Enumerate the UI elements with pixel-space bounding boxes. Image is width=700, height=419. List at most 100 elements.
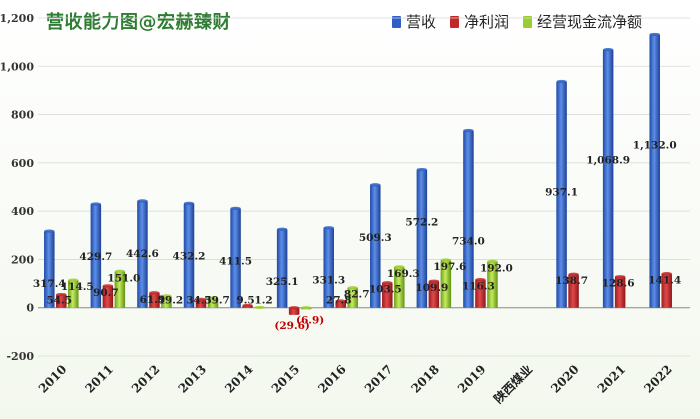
data-label-operating-cash-flow: 1.2 [254,295,272,307]
bar-revenue [276,229,288,308]
data-label-revenue: 937.1 [545,186,578,198]
data-label-operating-cash-flow: 82.7 [344,289,370,301]
bar-net-profit [475,279,486,308]
x-tick-label: 陕西煤业 [491,362,536,407]
bar-net-profit [288,307,300,315]
bar-revenue [137,200,148,308]
x-tick-label: 2019 [455,362,489,396]
legend-item-net-profit: 净利润 [450,11,509,32]
bar-operating-cash-flow [161,295,172,308]
data-label-operating-cash-flow: 151.0 [107,272,140,284]
bar-cap-net-profit [568,272,579,276]
data-label-net-profit: 138.7 [555,275,588,287]
legend-label-net-profit: 净利润 [464,13,510,31]
data-label-revenue: 572.2 [405,217,438,229]
bar-net-profit [102,285,114,308]
bar-net-profit [614,276,626,308]
data-label-net-profit: 54.5 [46,295,72,307]
bar-cap-revenue [416,167,428,172]
data-label-net-profit: 27.8 [326,295,352,307]
data-label-operating-cash-flow: 169.3 [387,268,420,280]
bar-cap-operating-cash-flow [207,296,219,300]
x-tick-label: 2011 [82,362,116,396]
bar-cap-net-profit [614,275,626,279]
bar-revenue [556,81,567,308]
bar-net-profit [335,301,346,308]
legend-label-revenue: 营收 [406,13,437,31]
bar-cap-operating-cash-flow [440,258,452,262]
x-tick-label: 2015 [269,362,303,396]
bar-cap-operating-cash-flow [68,278,79,282]
bar-cap-net-profit [661,271,672,276]
y-tick-label: 1,200 [0,12,34,25]
bar-cap-net-profit [149,291,160,295]
data-label-revenue: 317.4 [33,278,66,290]
data-label-net-profit: 61.9 [140,294,166,306]
bar-revenue [323,227,334,308]
data-label-net-profit: 109.9 [415,282,448,294]
bar-cap-net-profit [102,284,114,288]
data-label-net-profit: (29.6) [274,320,310,332]
bar-cap-operating-cash-flow [161,294,172,298]
data-label-operating-cash-flow: 197.6 [433,261,466,273]
bar-cap-revenue [183,201,195,205]
bar-revenue [416,169,428,308]
bar-cap-net-profit [382,281,393,285]
y-tick-label: 0 [26,302,34,315]
bar-cap-net-profit [195,297,207,301]
bar-operating-cash-flow [440,260,452,308]
x-tick-label: 2022 [641,362,675,396]
data-label-revenue: 509.3 [359,232,392,244]
data-label-operating-cash-flow: (6.9) [296,314,324,326]
x-tick-label: 2021 [595,362,629,396]
x-tick-label: 2017 [362,362,396,396]
bar-cap-net-profit [428,279,440,283]
data-label-revenue: 432.2 [173,250,206,262]
y-tick-label: 1,000 [0,60,34,73]
bar-net-profit [56,294,67,308]
bar-net-profit [149,292,160,308]
data-label-net-profit: 9.5 [236,295,254,307]
bar-cap-operating-cash-flow [254,305,265,310]
data-label-operating-cash-flow: 49.2 [158,295,184,307]
bar-revenue [649,34,660,308]
bar-revenue [230,208,241,308]
bar-cap-revenue [276,227,288,231]
data-label-operating-cash-flow: 39.7 [204,295,230,307]
bar-cap-revenue [602,48,614,52]
bar-net-profit [382,282,393,308]
bar-cap-net-profit [335,299,346,303]
x-tick-label: 2016 [315,362,349,396]
data-label-revenue: 411.5 [219,255,252,267]
y-tick-label: 800 [11,109,34,122]
bar-revenue [44,231,55,308]
data-label-revenue: 331.3 [312,275,345,287]
legend-label-operating-cash-flow: 经营现金流净额 [537,13,643,31]
data-label-net-profit: 103.5 [369,284,402,296]
bar-revenue [90,203,102,308]
data-label-revenue: 1,068.9 [586,155,630,167]
y-tick-label: 400 [11,205,34,218]
x-tick-label: 2013 [176,362,210,396]
bar-revenue [602,49,614,308]
x-tick-label: 2018 [408,362,442,396]
bar-cap-revenue [137,199,148,203]
bar-operating-cash-flow [114,271,126,308]
x-tick-label: 2020 [548,362,582,396]
bar-cap-operating-cash-flow [300,306,312,310]
legend-swatch-operating-cash-flow [523,15,533,28]
bar-cap-net-profit [288,306,300,310]
bar-cap-operating-cash-flow [487,259,498,263]
legend-swatch-net-profit [450,15,460,28]
data-label-net-profit: 141.4 [648,275,681,287]
bar-net-profit [195,299,207,308]
legend-item-operating-cash-flow: 经营现金流净额 [523,11,642,32]
bar-cap-revenue [556,79,567,84]
bar-cap-net-profit [475,278,486,282]
x-tick-label: 2012 [129,362,163,396]
data-label-operating-cash-flow: 114.5 [61,281,94,293]
x-tick-label: 2014 [222,362,256,396]
data-label-net-profit: 34.5 [186,295,212,307]
data-label-revenue: 442.6 [126,248,159,260]
